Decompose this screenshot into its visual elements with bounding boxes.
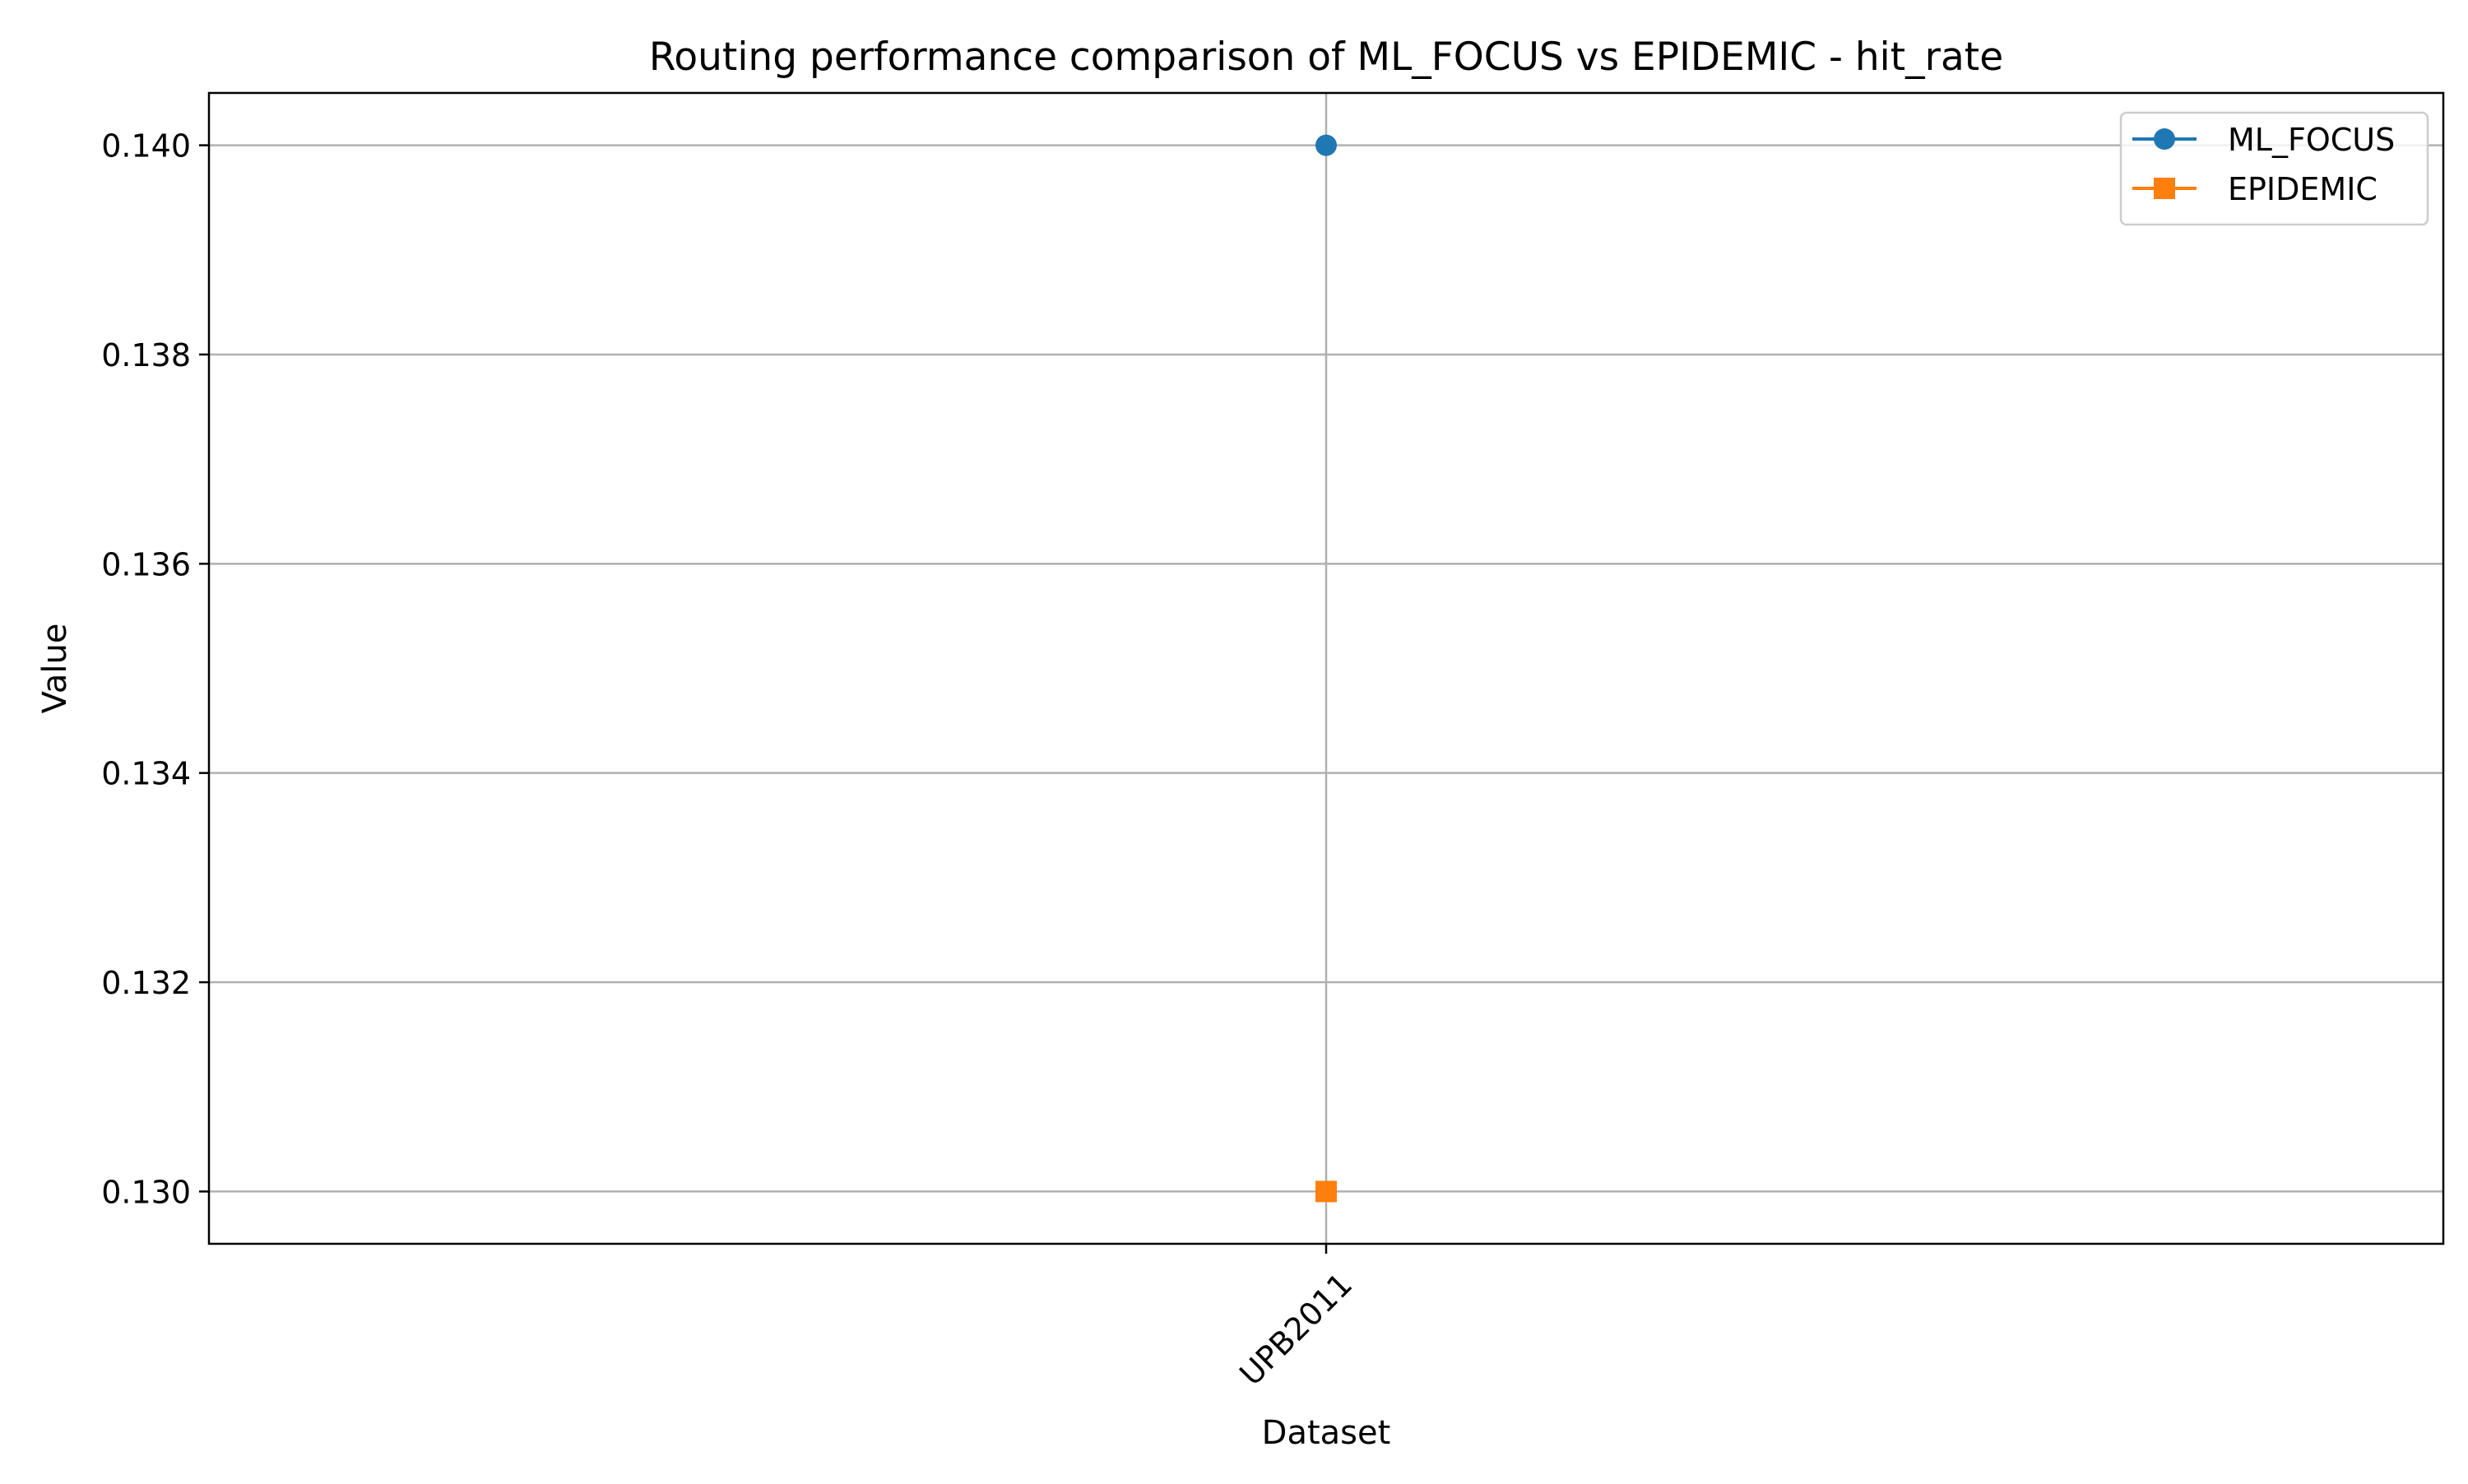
y-axis: 0.130 0.132 0.134 0.136 0.138 0.140 bbox=[101, 128, 209, 1210]
chart-title: Routing performance comparison of ML_FOC… bbox=[649, 35, 2003, 80]
y-tick-label: 0.138 bbox=[101, 337, 191, 373]
y-tick-label: 0.132 bbox=[101, 965, 191, 1001]
y-tick-label: 0.136 bbox=[101, 546, 191, 582]
y-tick-label: 0.140 bbox=[101, 128, 191, 165]
y-tick-label: 0.130 bbox=[101, 1174, 191, 1210]
legend-marker-ML_FOCUS bbox=[2154, 128, 2175, 150]
legend-marker-EPIDEMIC bbox=[2154, 178, 2175, 199]
data-marks bbox=[1315, 134, 1337, 1203]
y-axis-label: Value bbox=[36, 624, 74, 714]
legend-label-ML_FOCUS: ML_FOCUS bbox=[2228, 122, 2395, 158]
legend-label-EPIDEMIC: EPIDEMIC bbox=[2228, 171, 2378, 207]
x-axis-label: Dataset bbox=[1262, 1414, 1391, 1452]
data-point-ML_FOCUS bbox=[1315, 134, 1337, 156]
legend: ML_FOCUS EPIDEMIC bbox=[2119, 111, 2429, 226]
legend-box bbox=[2119, 111, 2429, 226]
data-point-EPIDEMIC bbox=[1315, 1180, 1337, 1203]
y-tick-label: 0.134 bbox=[101, 756, 191, 792]
